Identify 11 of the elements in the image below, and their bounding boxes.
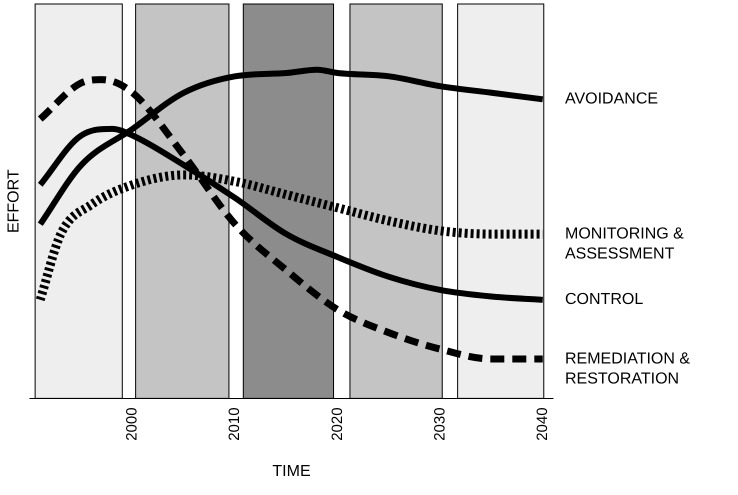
x-tick-label: 2010 [226,407,244,441]
x-tick-label: 2020 [328,407,346,441]
series-label: MONITORING & ASSESSMENT [565,225,684,262]
series-label: CONTROL [565,291,644,308]
x-tick-label: 2040 [534,407,551,441]
x-tick-label: 2000 [124,407,141,441]
series-label: REMEDIATION & RESTORATION [565,350,690,388]
y-axis-title: EFFORT [5,169,22,234]
x-tick-label: 2030 [431,407,448,441]
x-axis-title: TIME [272,462,311,480]
series-label: AVOIDANCE [565,90,658,108]
